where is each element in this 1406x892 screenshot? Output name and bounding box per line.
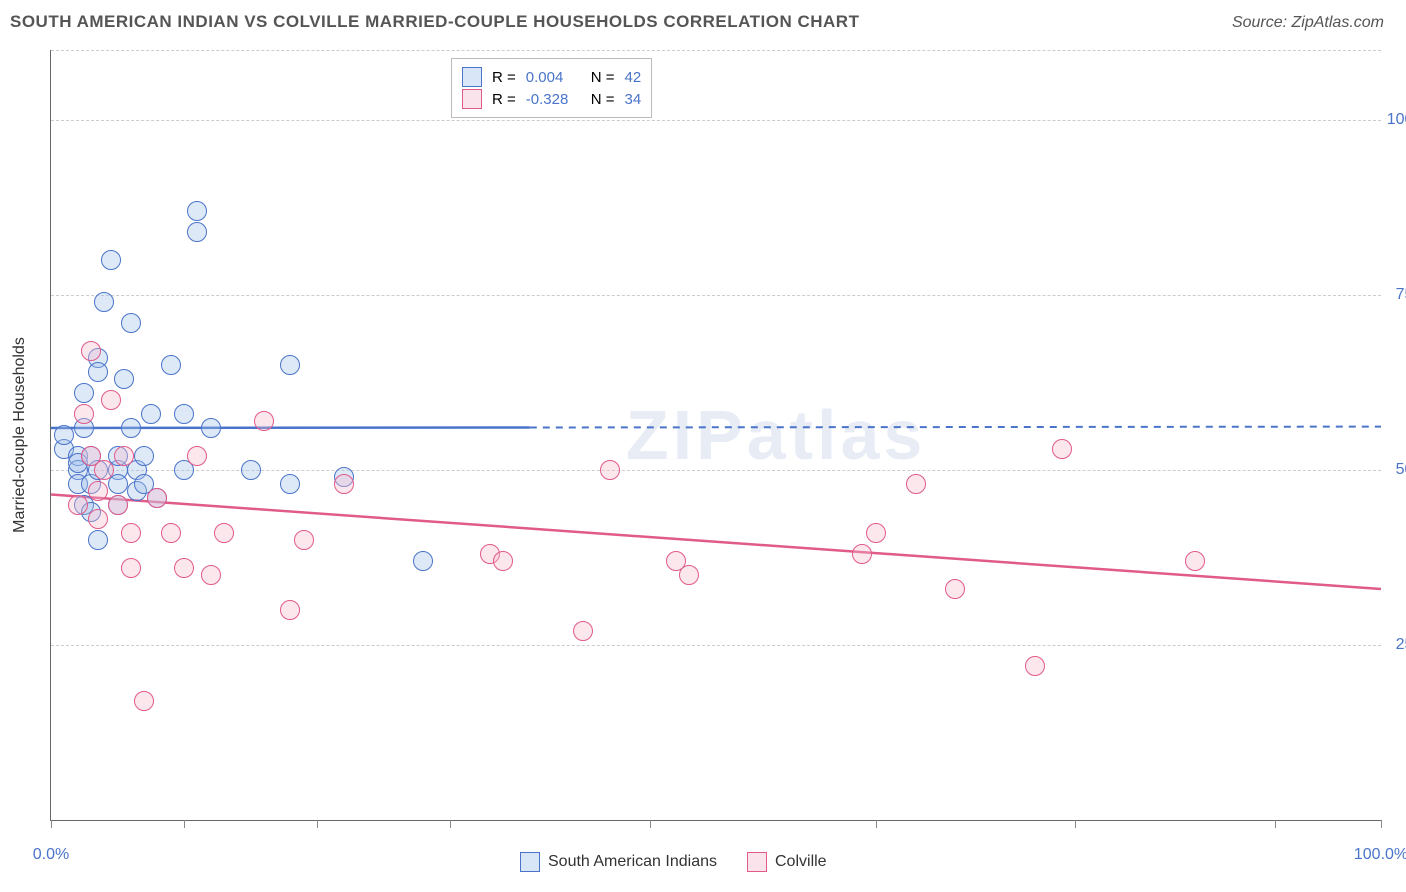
scatter-point-sai — [121, 418, 141, 438]
n-label: N = — [591, 69, 615, 86]
stats-legend-row: R = -0.328 N = 34 — [462, 89, 641, 109]
x-tick-label: 0.0% — [33, 846, 69, 864]
chart-title: SOUTH AMERICAN INDIAN VS COLVILLE MARRIE… — [10, 12, 859, 31]
scatter-point-col — [134, 691, 154, 711]
gridline-h — [51, 50, 1381, 51]
scatter-point-sai — [280, 355, 300, 375]
series-legend: South American Indians Colville — [520, 852, 827, 872]
scatter-point-sai — [187, 201, 207, 221]
scatter-point-sai — [187, 222, 207, 242]
n-label: N = — [591, 91, 615, 108]
scatter-point-sai — [88, 530, 108, 550]
scatter-point-sai — [114, 369, 134, 389]
scatter-point-col — [88, 509, 108, 529]
scatter-point-col — [866, 523, 886, 543]
scatter-point-sai — [121, 313, 141, 333]
gridline-h — [51, 120, 1381, 121]
x-tick — [650, 820, 651, 828]
scatter-point-sai — [141, 404, 161, 424]
scatter-point-col — [201, 565, 221, 585]
x-tick — [51, 820, 52, 828]
scatter-point-col — [94, 460, 114, 480]
scatter-point-sai — [101, 250, 121, 270]
scatter-point-col — [280, 600, 300, 620]
scatter-point-col — [1025, 656, 1045, 676]
scatter-point-sai — [161, 355, 181, 375]
scatter-point-sai — [174, 404, 194, 424]
scatter-point-sai — [54, 425, 74, 445]
gridline-h — [51, 645, 1381, 646]
scatter-point-col — [1052, 439, 1072, 459]
scatter-point-col — [121, 523, 141, 543]
scatter-point-sai — [280, 474, 300, 494]
scatter-point-sai — [413, 551, 433, 571]
x-tick — [876, 820, 877, 828]
scatter-point-sai — [88, 362, 108, 382]
scatter-point-col — [174, 558, 194, 578]
scatter-point-col — [573, 621, 593, 641]
scatter-point-col — [114, 446, 134, 466]
x-tick — [184, 820, 185, 828]
y-tick-label: 100.0% — [1387, 111, 1406, 129]
x-tick — [1275, 820, 1276, 828]
legend-swatch-sai — [462, 67, 482, 87]
scatter-point-col — [493, 551, 513, 571]
stats-legend-row: R = 0.004 N = 42 — [462, 67, 641, 87]
trend-lines-svg — [51, 50, 1381, 820]
scatter-point-col — [679, 565, 699, 585]
scatter-point-sai — [94, 292, 114, 312]
legend-label: Colville — [775, 853, 827, 871]
legend-item-col: Colville — [747, 852, 827, 872]
n-value: 34 — [625, 91, 642, 108]
r-label: R = — [492, 69, 516, 86]
scatter-point-col — [147, 488, 167, 508]
scatter-point-col — [254, 411, 274, 431]
scatter-point-col — [108, 495, 128, 515]
scatter-point-col — [187, 446, 207, 466]
scatter-point-sai — [134, 446, 154, 466]
y-tick-label: 75.0% — [1396, 286, 1406, 304]
n-value: 42 — [625, 69, 642, 86]
scatter-point-sai — [241, 460, 261, 480]
scatter-point-col — [1185, 551, 1205, 571]
trend-line-sai-dashed — [530, 427, 1381, 428]
scatter-point-col — [852, 544, 872, 564]
r-label: R = — [492, 91, 516, 108]
scatter-point-col — [161, 523, 181, 543]
scatter-point-col — [906, 474, 926, 494]
r-value: 0.004 — [526, 69, 581, 86]
scatter-point-col — [214, 523, 234, 543]
trend-line-col — [51, 495, 1381, 590]
gridline-h — [51, 295, 1381, 296]
scatter-point-col — [81, 341, 101, 361]
scatter-point-col — [101, 390, 121, 410]
scatter-point-col — [88, 481, 108, 501]
legend-swatch-sai — [520, 852, 540, 872]
scatter-point-col — [294, 530, 314, 550]
legend-item-sai: South American Indians — [520, 852, 717, 872]
legend-swatch-col — [462, 89, 482, 109]
legend-label: South American Indians — [548, 853, 717, 871]
scatter-point-sai — [74, 383, 94, 403]
scatter-plot: ZIPatlas R =0.004N =42R =-0.328N =34 25.… — [50, 50, 1381, 821]
scatter-point-sai — [201, 418, 221, 438]
scatter-point-col — [600, 460, 620, 480]
y-tick-label: 50.0% — [1396, 461, 1406, 479]
r-value: -0.328 — [526, 91, 581, 108]
x-tick — [1075, 820, 1076, 828]
scatter-point-col — [945, 579, 965, 599]
stats-legend: R = 0.004 N = 42 R = -0.328 N = 34 — [451, 58, 652, 118]
source-label: Source: ZipAtlas.com — [1232, 14, 1384, 32]
scatter-point-col — [74, 404, 94, 424]
x-tick — [317, 820, 318, 828]
y-tick-label: 25.0% — [1396, 636, 1406, 654]
y-axis-title: Married-couple Households — [11, 337, 29, 533]
scatter-point-col — [121, 558, 141, 578]
scatter-point-col — [68, 495, 88, 515]
x-tick-label: 100.0% — [1354, 846, 1406, 864]
x-tick — [1381, 820, 1382, 828]
scatter-point-col — [334, 474, 354, 494]
legend-swatch-col — [747, 852, 767, 872]
x-tick — [450, 820, 451, 828]
